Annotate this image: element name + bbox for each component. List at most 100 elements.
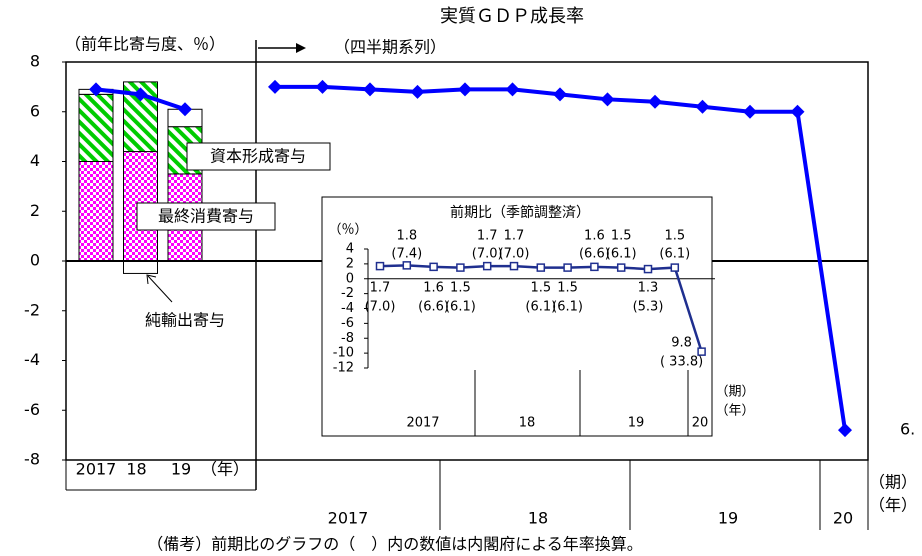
marker (509, 261, 519, 271)
marker (600, 92, 615, 107)
year-label: 20 (692, 416, 709, 431)
marker (429, 262, 438, 272)
marker (458, 82, 472, 97)
marker (695, 99, 710, 114)
year-label: 18 (528, 509, 548, 528)
annualized-label: (6.6) (418, 300, 449, 315)
y-tick-label: 4 (30, 151, 40, 170)
value-label: 1.7 (504, 229, 525, 244)
y-tick-label: -6 (24, 400, 40, 419)
y-tick-label: 0 (346, 271, 354, 286)
marker (89, 82, 103, 97)
series-annotation: 最終消費寄与 (158, 207, 254, 226)
marker (178, 102, 192, 117)
marker (410, 84, 425, 99)
y-tick-label: -2 (24, 300, 40, 319)
arrow-head (296, 43, 306, 53)
bar-segment (78, 161, 114, 262)
annotation-arrow (147, 275, 173, 303)
inset-frame (321, 196, 713, 437)
y-tick-label: 2 (30, 201, 40, 220)
value-label: 1.7 (370, 281, 391, 296)
annotation-box (186, 142, 331, 171)
chart-title: 実質ＧＤＰ成長率 (440, 6, 584, 27)
marker (402, 261, 412, 270)
x-tick-label: 18 (126, 460, 146, 479)
value-label: 1.6 (423, 281, 444, 296)
year-unit: （年） (869, 496, 917, 515)
annualized-label: (7.4) (391, 247, 422, 262)
year-label: 18 (519, 416, 536, 431)
y-tick-label: 8 (30, 52, 40, 71)
marker (697, 347, 706, 356)
marker (268, 79, 282, 94)
marker (363, 82, 377, 97)
marker (616, 263, 626, 272)
marker (133, 87, 148, 102)
bar-segment (123, 260, 158, 274)
series-label: （四半期系列） (334, 38, 446, 57)
y-tick-label: -4 (24, 350, 40, 369)
marker (553, 87, 567, 102)
x-tick-label: 19 (171, 460, 191, 479)
marker (456, 263, 465, 272)
value-label: 1.5 (530, 281, 551, 296)
y-tick-label: -6 (341, 316, 354, 331)
year-label: 2017 (328, 509, 369, 528)
y-tick-label: -2 (341, 286, 354, 301)
value-label: 1.8 (396, 229, 417, 244)
marker (670, 263, 680, 272)
annualized-label: (6.1) (552, 300, 583, 315)
annualized-label: (7.0) (499, 247, 530, 262)
bar-segment (78, 93, 114, 162)
year-label: 19 (628, 416, 645, 431)
value-label: 1.5 (611, 229, 632, 244)
marker (648, 94, 662, 109)
value-label: 1.5 (557, 281, 578, 296)
period-unit: （期） (869, 473, 917, 492)
marker (590, 262, 599, 272)
annualized-label: (6.1) (525, 300, 556, 315)
year-unit: （年） (715, 404, 754, 419)
y-tick-label: 0 (30, 251, 40, 270)
y-tick-label: -4 (341, 301, 354, 316)
y-tick-label: 6 (30, 101, 40, 120)
annualized-label: (7.0) (365, 300, 396, 315)
annualized-label: (5.3) (633, 300, 664, 315)
series-annotation: 純輸出寄与 (145, 311, 225, 330)
annotation: 6. (900, 420, 915, 439)
marker (563, 263, 572, 272)
x-tick-label: 2017 (76, 460, 117, 479)
annualized-label: (6.1) (445, 300, 476, 315)
value-label: 1.7 (477, 229, 498, 244)
marker (482, 261, 492, 271)
y-axis-label: （前年比寄与度、％） (65, 35, 225, 54)
inset-title: 前期比（季節調整済） (450, 204, 590, 221)
inset-marks: -12-10-8-6-4-20241.7(7.0)1.8(7.4)1.6(6.6… (333, 229, 715, 431)
annualized-label: (7.0) (472, 247, 503, 262)
annualized-label: (6.1) (606, 247, 637, 262)
marker (505, 82, 520, 97)
year-label: 2017 (406, 416, 439, 431)
marker (375, 261, 385, 271)
annualized-label: ( 33.8) (660, 355, 703, 370)
marker (790, 104, 805, 119)
annotation-box (136, 202, 276, 231)
marker (838, 423, 852, 438)
value-label: 1.5 (664, 229, 685, 244)
value-label: 1.5 (450, 281, 471, 296)
inset-y-label: （％） (328, 223, 367, 238)
annotation-arrow-head (146, 274, 157, 285)
marker (643, 264, 653, 274)
value-label: 9.8 (671, 336, 692, 351)
y-tick-label: 2 (346, 256, 354, 271)
y-tick-label: -8 (341, 331, 354, 346)
y-tick-label: -12 (333, 361, 354, 376)
series-annotation: 資本形成寄与 (210, 147, 306, 166)
period-unit: （期） (715, 385, 754, 400)
y-tick-label: -8 (24, 450, 40, 469)
year-label: 20 (833, 509, 853, 528)
y-tick-label: 4 (346, 242, 354, 257)
